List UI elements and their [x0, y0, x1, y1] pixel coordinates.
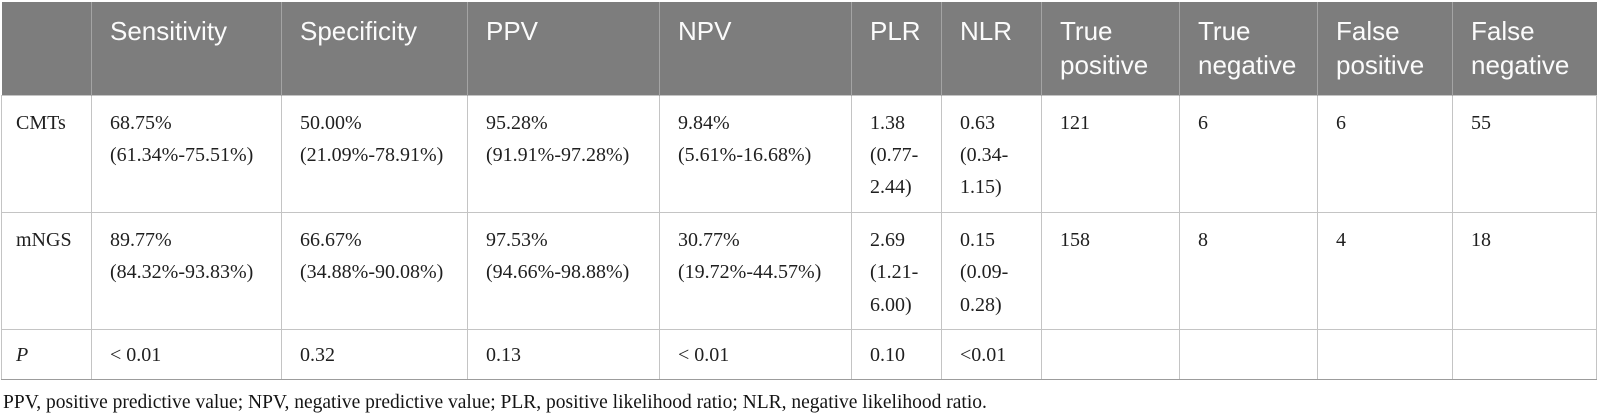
cell-p-true-positive: [1041, 328, 1180, 381]
column-header-npv: NPV: [659, 2, 852, 96]
cell-value: 95.28%: [486, 111, 548, 134]
cell-value: 2.69: [870, 228, 905, 251]
cell-value: 158: [1060, 228, 1090, 251]
cell-confidence-interval: (1.21-6.00): [870, 261, 919, 316]
cell-confidence-interval: (21.09%-78.91%): [300, 143, 444, 166]
cell-p-ppv: 0.13: [467, 328, 660, 381]
cell-mngs-sensitivity: 89.77% (84.32%-93.83%): [91, 211, 282, 330]
table-row-p: P < 0.01 0.32 0.13 < 0.01 0.10 <0.01: [1, 328, 1597, 381]
cell-value: 1.38: [870, 111, 905, 134]
cell-value: 55: [1471, 111, 1491, 134]
cell-mngs-ppv: 97.53% (94.66%-98.88%): [467, 211, 660, 330]
cell-p-false-negative: [1452, 328, 1597, 381]
cell-mngs-false-negative: 18: [1452, 211, 1597, 330]
column-header-false-positive: False positive: [1317, 2, 1453, 96]
cell-value: < 0.01: [678, 343, 730, 366]
column-header-sensitivity: Sensitivity: [91, 2, 282, 96]
column-header-ppv: PPV: [467, 2, 660, 96]
cell-confidence-interval: (0.77-2.44): [870, 143, 919, 199]
column-header-nlr: NLR: [941, 2, 1042, 96]
cell-value: 50.00%: [300, 111, 362, 134]
cell-mngs-plr: 2.69 (1.21-6.00): [851, 211, 942, 330]
cell-value: 0.15: [960, 228, 995, 251]
cell-value: 6: [1336, 111, 1346, 134]
cell-confidence-interval: (84.32%-93.83%): [110, 261, 254, 284]
cell-mngs-npv: 30.77% (19.72%-44.57%): [659, 211, 852, 330]
column-header-false-negative: False negative: [1452, 2, 1597, 96]
column-header-specificity: Specificity: [281, 2, 468, 96]
row-label-p: P: [1, 328, 92, 381]
row-label-cmts: CMTs: [1, 94, 92, 213]
column-header-true-positive: True positive: [1041, 2, 1180, 96]
cell-confidence-interval: (5.61%-16.68%): [678, 143, 812, 166]
row-label-mngs: mNGS: [1, 211, 92, 330]
cell-value: 4: [1336, 228, 1346, 251]
cell-confidence-interval: (91.91%-97.28%): [486, 143, 630, 166]
cell-confidence-interval: (19.72%-44.57%): [678, 261, 822, 284]
cell-cmts-false-negative: 55: [1452, 94, 1597, 213]
table-footnote: PPV, positive predictive value; NPV, neg…: [3, 392, 987, 414]
cell-mngs-nlr: 0.15 (0.09-0.28): [941, 211, 1042, 330]
cell-value: 121: [1060, 111, 1090, 134]
cell-value: <0.01: [960, 343, 1007, 366]
cell-value: 0.63: [960, 111, 995, 134]
cell-value: 0.10: [870, 343, 905, 366]
header-row: Sensitivity Specificity PPV NPV PLR NLR …: [1, 2, 1597, 96]
cell-value: < 0.01: [110, 343, 162, 366]
cell-cmts-true-negative: 6: [1179, 94, 1318, 213]
table-row-mngs: mNGS 89.77% (84.32%-93.83%) 66.67% (34.8…: [1, 211, 1597, 330]
cell-cmts-true-positive: 121: [1041, 94, 1180, 213]
cell-value: 89.77%: [110, 228, 172, 251]
cell-confidence-interval: (61.34%-75.51%): [110, 143, 254, 166]
cell-mngs-true-negative: 8: [1179, 211, 1318, 330]
cell-cmts-specificity: 50.00% (21.09%-78.91%): [281, 94, 468, 213]
cell-cmts-plr: 1.38 (0.77-2.44): [851, 94, 942, 213]
cell-value: 68.75%: [110, 111, 172, 134]
table-row-cmts: CMTs 68.75% (61.34%-75.51%) 50.00% (21.0…: [1, 94, 1597, 213]
cell-cmts-ppv: 95.28% (91.91%-97.28%): [467, 94, 660, 213]
cell-value: 0.13: [486, 343, 521, 366]
cell-value: 66.67%: [300, 228, 362, 251]
cell-value: 9.84%: [678, 111, 730, 134]
cell-mngs-false-positive: 4: [1317, 211, 1453, 330]
cell-p-npv: < 0.01: [659, 328, 852, 381]
cell-confidence-interval: (34.88%-90.08%): [300, 261, 444, 284]
cell-value: 6: [1198, 111, 1208, 134]
cell-p-false-positive: [1317, 328, 1453, 381]
cell-value: 18: [1471, 228, 1491, 251]
cell-value: 8: [1198, 228, 1208, 251]
cell-confidence-interval: (94.66%-98.88%): [486, 261, 630, 284]
column-header-empty: [1, 2, 92, 96]
cell-cmts-npv: 9.84% (5.61%-16.68%): [659, 94, 852, 213]
cell-confidence-interval: (0.09-0.28): [960, 261, 1009, 316]
cell-cmts-sensitivity: 68.75% (61.34%-75.51%): [91, 94, 282, 213]
cell-value: 97.53%: [486, 228, 548, 251]
cell-p-nlr: <0.01: [941, 328, 1042, 381]
cell-p-sensitivity: < 0.01: [91, 328, 282, 381]
cell-p-true-negative: [1179, 328, 1318, 381]
diagnostic-table: Sensitivity Specificity PPV NPV PLR NLR …: [1, 2, 1597, 381]
cell-p-specificity: 0.32: [281, 328, 468, 381]
cell-mngs-specificity: 66.67% (34.88%-90.08%): [281, 211, 468, 330]
cell-value: 0.32: [300, 343, 335, 366]
cell-cmts-false-positive: 6: [1317, 94, 1453, 213]
column-header-plr: PLR: [851, 2, 942, 96]
cell-value: 30.77%: [678, 228, 740, 251]
cell-confidence-interval: (0.34-1.15): [960, 143, 1009, 199]
cell-cmts-nlr: 0.63 (0.34-1.15): [941, 94, 1042, 213]
cell-mngs-true-positive: 158: [1041, 211, 1180, 330]
column-header-true-negative: True negative: [1179, 2, 1318, 96]
cell-p-plr: 0.10: [851, 328, 942, 381]
